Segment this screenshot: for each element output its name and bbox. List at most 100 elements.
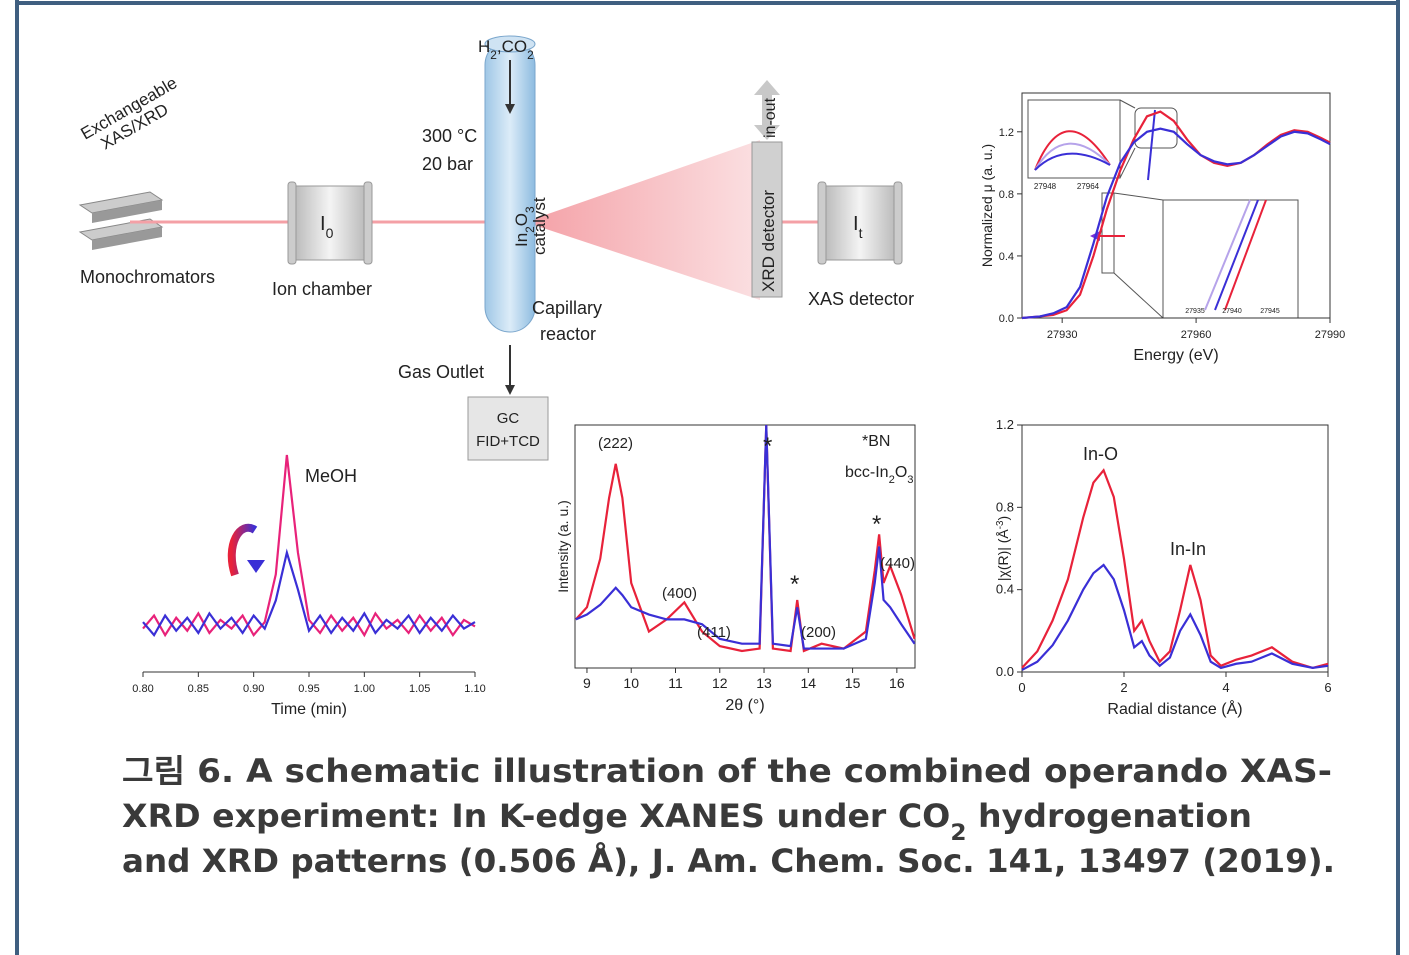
y-tick-label: 0.8: [999, 189, 1014, 201]
text-part: -3: [995, 520, 1006, 529]
text-part: O: [895, 464, 907, 481]
x-tick-label: 16: [889, 675, 905, 691]
text-part: H: [478, 37, 490, 56]
x-tick-label: 9: [583, 675, 591, 691]
annotation: (411): [697, 624, 731, 641]
x-tick-label: 15: [845, 675, 861, 691]
label: FID+TCD: [476, 433, 540, 450]
x-tick-label: 27930: [1047, 329, 1078, 341]
data-line: [142, 548, 476, 638]
y-axis-label: |χ(R)| (Å-3): [995, 516, 1012, 581]
annotation: (200): [801, 624, 836, 641]
text-part: t: [859, 225, 863, 241]
text-part: 2: [523, 226, 537, 233]
text-part: 2: [527, 48, 534, 62]
x-axis-label: Radial distance (Å): [1107, 699, 1242, 718]
annotation: In-In: [1170, 539, 1206, 559]
x-tick-label: 27990: [1315, 329, 1346, 341]
y-tick-label: 0.4: [999, 251, 1014, 263]
text-part: and XRD patterns (0.506 Å), J. Am. Chem.…: [122, 842, 1335, 880]
x-tick-label: 0.80: [132, 683, 153, 695]
label: Gas Outlet: [398, 362, 484, 382]
x-tick-label: 27960: [1181, 329, 1212, 341]
y-tick-label: 0.8: [996, 499, 1014, 514]
x-axis-label: Energy (eV): [1133, 347, 1218, 364]
text-part: 0: [326, 225, 334, 241]
x-tick-label: 0.85: [188, 683, 209, 695]
label: In2O3: [512, 206, 537, 247]
text-part: ,CO: [497, 37, 527, 56]
text-part: bcc-In: [845, 464, 889, 481]
x-tick-label: 6: [1324, 680, 1331, 695]
data-line: [575, 424, 916, 650]
schematic-shapes: [78, 35, 903, 577]
text-part: 3: [523, 206, 537, 213]
label: XAS detector: [808, 289, 914, 309]
label: reactor: [540, 324, 596, 344]
annotation: In-O: [1083, 444, 1118, 464]
label: Monochromators: [80, 267, 215, 287]
y-axis-label: Normalized μ (a. u.): [979, 144, 995, 267]
label: I0: [320, 213, 334, 241]
label: H2,CO2: [478, 37, 534, 62]
page-frame: [15, 0, 1400, 955]
data-line: [1021, 110, 1331, 320]
x-tick-label: 0: [1018, 680, 1025, 695]
y-axis-label: Intensity (a. u.): [555, 500, 571, 593]
label: 20 bar: [422, 154, 473, 174]
data-line: [142, 454, 476, 638]
y-tick-label: 0.0: [999, 313, 1014, 325]
x-axis-label: Time (min): [271, 701, 347, 718]
annotation: *: [790, 571, 799, 598]
label: It: [853, 213, 863, 241]
x-tick-label: 14: [801, 675, 817, 691]
x-tick-label: 1.00: [354, 683, 375, 695]
plot-frame: [574, 424, 916, 669]
text-part: 3: [907, 474, 913, 486]
x-tick-label: 4: [1222, 680, 1229, 695]
label: catalyst: [530, 197, 549, 255]
text-part: 그림 6. A schematic illustration of the co…: [122, 752, 1332, 790]
x-tick-label: 11: [668, 675, 683, 691]
annotation: *: [763, 433, 772, 460]
x-tick-label: 12: [712, 675, 728, 691]
y-tick-label: 0.0: [996, 664, 1014, 679]
label: in-out: [762, 97, 779, 138]
data-line: [575, 424, 916, 653]
text-part: 2: [889, 474, 895, 486]
x-tick-label: 0.90: [243, 683, 264, 695]
text-part: 2: [950, 820, 966, 846]
inset-tick-label: 27948: [1034, 182, 1057, 191]
text-part: O: [512, 213, 531, 226]
inset-tick-label: 27945: [1260, 308, 1280, 315]
data-line: [1021, 127, 1331, 320]
plot-frame: [1021, 92, 1331, 319]
y-tick-label: 0.4: [996, 582, 1014, 597]
label: Ion chamber: [272, 279, 372, 299]
caption-line: XRD experiment: In K-edge XANES under CO…: [122, 797, 1252, 846]
x-axis-label: 2θ (°): [725, 697, 764, 714]
y-tick-label: 1.2: [999, 127, 1014, 139]
inset-tick-label: 27935: [1185, 308, 1205, 315]
text-part: XRD experiment: In K-edge XANES under CO: [122, 797, 950, 835]
x-tick-label: 1.10: [464, 683, 485, 695]
data-line: [1021, 563, 1329, 671]
text-part: |χ(R)| (Å: [995, 529, 1011, 582]
inset-tick-label: 27964: [1077, 182, 1100, 191]
inset-tick-label: 27940: [1222, 308, 1242, 315]
annotation: (222): [598, 435, 633, 452]
xanes-insets: [1027, 99, 1299, 319]
label: Capillary: [532, 298, 602, 318]
label: GC: [497, 410, 520, 427]
x-tick-label: 2: [1120, 680, 1127, 695]
plot-frame: [1021, 424, 1329, 673]
text-part: 2: [490, 48, 497, 62]
label: 300 °C: [422, 126, 477, 146]
x-tick-label: 13: [756, 675, 772, 691]
caption-line: 그림 6. A schematic illustration of the co…: [122, 752, 1332, 790]
text-part: I: [320, 213, 326, 235]
legend-text: *BN: [862, 433, 890, 450]
annotation: (440): [880, 555, 915, 572]
text-part: ): [995, 516, 1011, 521]
